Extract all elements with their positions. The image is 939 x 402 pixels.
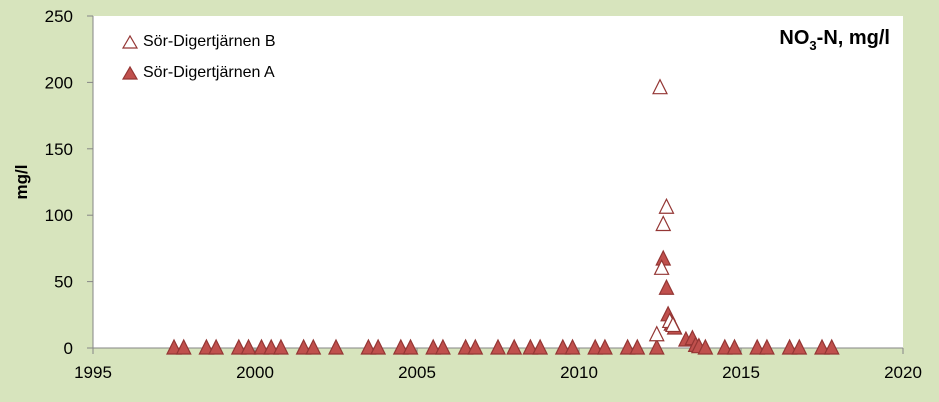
data-point-series-a (370, 338, 387, 355)
chart-title-main: NO (779, 27, 809, 49)
data-point-series-a (781, 338, 798, 355)
data-point-series-a (814, 338, 830, 355)
data-point-series-a (758, 338, 775, 355)
data-point-series-a (434, 338, 451, 355)
data-point-series-a (648, 338, 665, 355)
y-tick-label: 50 (54, 273, 73, 292)
data-point-series-a (619, 338, 636, 355)
data-point-series-a (629, 338, 646, 355)
data-point-series-a (198, 338, 215, 355)
y-tick-label: 150 (45, 140, 73, 159)
data-point-series-b (653, 258, 670, 275)
legend-marker-series-b (121, 34, 139, 49)
data-point-series-a (532, 338, 549, 355)
data-point-series-a (253, 338, 270, 355)
chart-title-subscript: 3 (809, 38, 816, 53)
chart-title-rest: -N, mg/l (817, 27, 890, 49)
data-point-series-b (658, 197, 675, 214)
data-point-series-b (652, 78, 668, 95)
x-axis-ticks: 1995 2000 2005 2010 2015 2020 (74, 348, 922, 382)
data-point-series-a (175, 338, 192, 355)
x-tick-label: 2020 (884, 363, 922, 382)
data-point-series-a (263, 338, 280, 355)
legend-label-series-a: Sör-Digertjärnen A (143, 64, 275, 81)
data-point-series-a (490, 338, 506, 355)
data-point-series-a (587, 338, 604, 355)
data-point-series-a (716, 338, 733, 355)
y-axis-ticks: 0 50 100 150 200 250 (45, 7, 93, 358)
x-tick-label: 2000 (236, 363, 274, 382)
data-point-series-b (655, 215, 672, 232)
data-point-series-a (467, 338, 484, 355)
data-point-series-a (328, 338, 344, 355)
data-point-series-a (697, 338, 714, 355)
data-point-series-a (402, 338, 419, 355)
data-point-series-b (664, 316, 681, 333)
y-axis-label: mg/l (12, 165, 31, 200)
data-point-series-a (295, 338, 312, 355)
legend-marker-series-a (121, 65, 139, 80)
plot-area (93, 16, 903, 348)
data-point-series-a (392, 338, 409, 355)
data-point-series-a (240, 338, 257, 355)
data-point-series-a (360, 338, 377, 355)
x-tick-label: 2005 (398, 363, 436, 382)
data-point-series-a (272, 338, 289, 355)
data-point-series-a (596, 338, 613, 355)
data-point-series-a (425, 338, 442, 355)
data-point-series-a (506, 338, 523, 355)
data-point-series-a (823, 338, 840, 355)
legend-label-series-b: Sör-Digertjärnen B (143, 33, 276, 50)
data-point-series-a (230, 338, 247, 355)
data-point-series-a (305, 338, 322, 355)
legend: Sör-Digertjärnen B Sör-Digertjärnen A (121, 33, 276, 81)
y-tick-label: 200 (45, 73, 73, 92)
data-points (166, 78, 840, 355)
data-point-series-a (726, 338, 743, 355)
data-point-series-a (564, 338, 581, 355)
data-point-series-a (658, 278, 675, 295)
data-point-series-a (457, 338, 474, 355)
x-tick-label: 1995 (74, 363, 112, 382)
x-tick-label: 2015 (722, 363, 760, 382)
y-tick-label: 250 (45, 7, 73, 26)
data-point-series-a (522, 338, 539, 355)
data-point-series-a (554, 338, 571, 355)
chart-title: NO3-N, mg/l (779, 27, 890, 53)
data-point-series-a (208, 338, 225, 355)
y-tick-label: 100 (45, 206, 73, 225)
data-point-series-a (749, 338, 766, 355)
data-point-series-a (791, 338, 808, 355)
data-point-series-a (166, 338, 182, 355)
x-tick-label: 2010 (560, 363, 598, 382)
y-tick-label: 0 (64, 339, 73, 358)
data-point-series-b (648, 325, 665, 342)
